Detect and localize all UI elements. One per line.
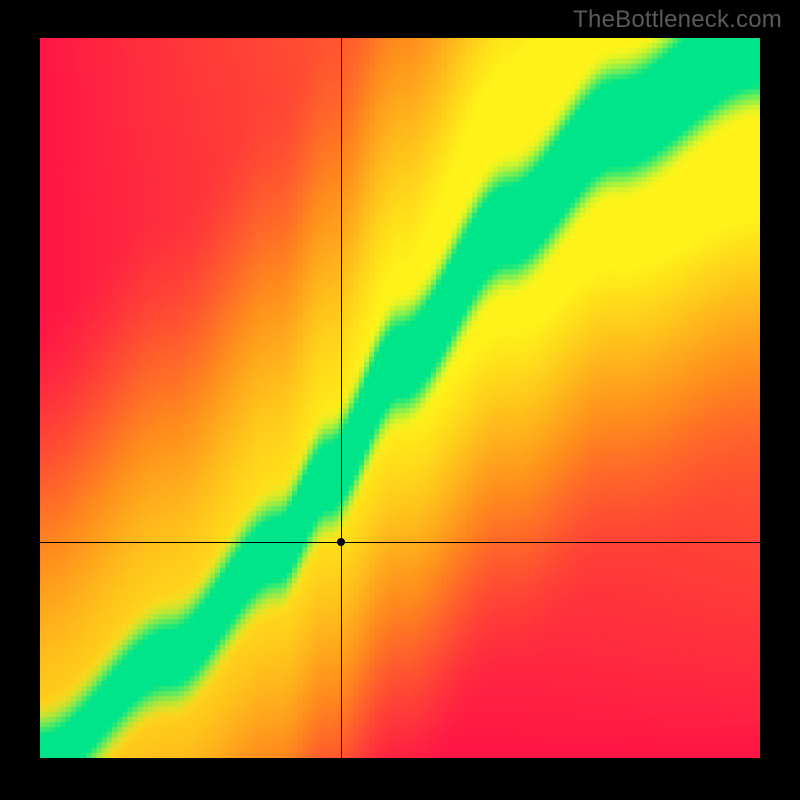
chart-container: TheBottleneck.com — [0, 0, 800, 800]
marker-dot — [337, 538, 345, 546]
crosshair-vertical — [341, 38, 342, 758]
heatmap-canvas — [40, 38, 760, 758]
plot-area — [40, 38, 760, 758]
watermark-text: TheBottleneck.com — [573, 6, 782, 34]
crosshair-horizontal — [40, 542, 760, 543]
